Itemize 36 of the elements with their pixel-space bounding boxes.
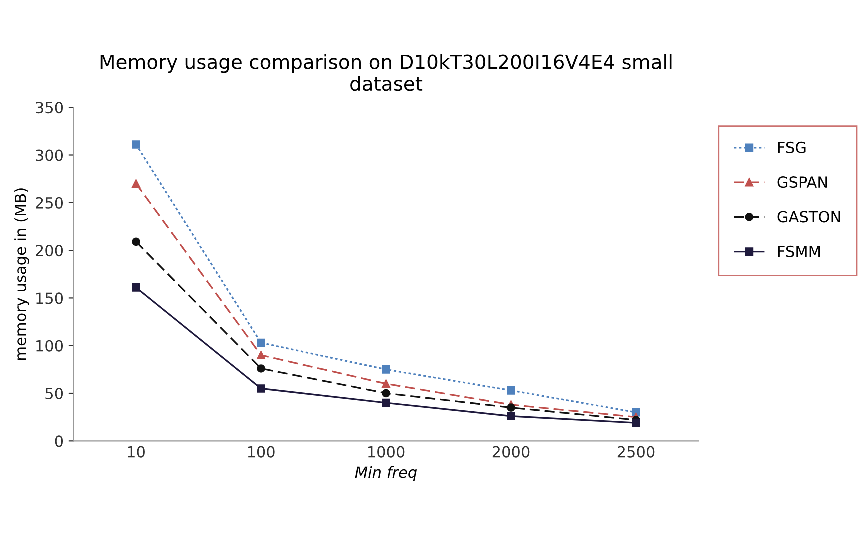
- point: [632, 418, 640, 428]
- point: [507, 404, 516, 412]
- point: [382, 398, 390, 408]
- point: [382, 389, 390, 398]
- point: [257, 364, 266, 373]
- legend-label: FSMM: [778, 246, 820, 258]
- point: [132, 238, 140, 246]
- point: [132, 180, 140, 188]
- legend-label: GASTON: [778, 211, 840, 223]
- y-axis-title: memory usage in (MB): [14, 188, 30, 360]
- x-tick-label: 100: [248, 446, 275, 458]
- chart-title: Memory usage comparison on D10kT30L200I16V4E4 small dataset: [100, 54, 672, 92]
- y-tick-label: 0: [55, 436, 64, 448]
- point: [507, 386, 516, 395]
- y-tick-label: 350: [36, 102, 64, 114]
- y-tick-label: 150: [36, 292, 64, 304]
- legend-label: FSG: [778, 142, 806, 154]
- point: [382, 380, 390, 388]
- y-tick-label: 200: [36, 245, 64, 257]
- point: [382, 366, 390, 374]
- point: [507, 412, 516, 421]
- x-tick-label: 1000: [368, 446, 405, 458]
- legend-label: GSPAN: [778, 176, 828, 188]
- y-tick-label: 50: [46, 388, 64, 400]
- x-tick-label: 10: [128, 446, 145, 458]
- point: [257, 351, 266, 360]
- point: [257, 384, 266, 393]
- point: [132, 284, 140, 292]
- y-tick-label: 300: [36, 150, 64, 162]
- y-tick-label: 100: [36, 340, 64, 352]
- x-tick-label: 2500: [618, 446, 655, 458]
- point: [132, 140, 140, 149]
- point: [257, 338, 266, 348]
- x-tick-label: 2000: [492, 446, 530, 458]
- x-axis-title: Min freq: [355, 466, 418, 482]
- y-tick-label: 250: [36, 197, 64, 209]
